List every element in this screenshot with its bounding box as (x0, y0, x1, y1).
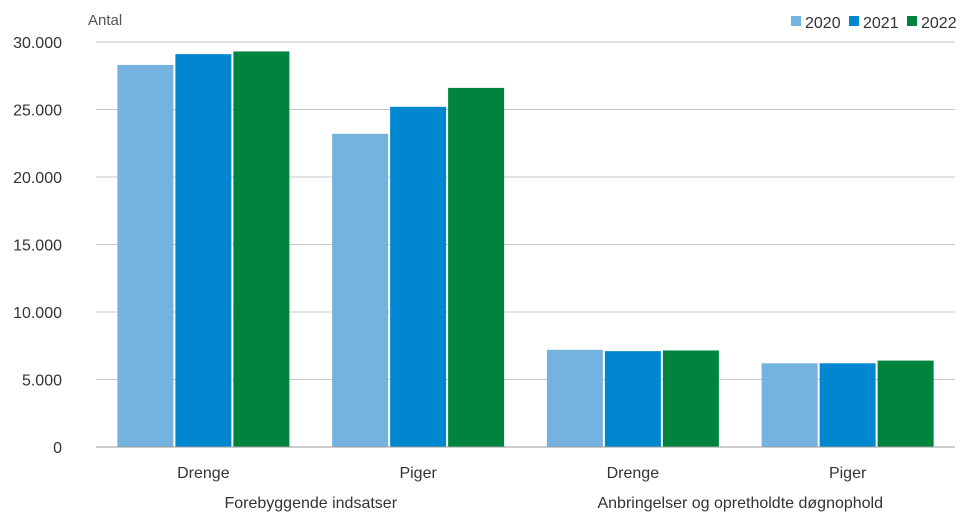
bar-2021-cat-3 (819, 363, 876, 447)
y-axis-ticks: 0 5.000 10.000 15.000 20.000 25.000 30.000 (13, 35, 62, 457)
group-label: Forebyggende indsatser (224, 495, 397, 512)
group-labels: Forebyggende indsatser Anbringelser og op… (224, 495, 883, 512)
bar-2021-cat-2 (604, 351, 661, 447)
bar-2022-cat-1 (448, 87, 505, 448)
bar-2022-cat-0 (233, 51, 290, 447)
y-tick-label: 10.000 (13, 305, 62, 322)
bar-2022-cat-3 (877, 360, 934, 447)
bar-2020-cat-0 (117, 64, 174, 447)
category-label: Piger (829, 465, 867, 482)
category-label: Drenge (177, 465, 230, 482)
legend-swatch (907, 16, 917, 26)
legend-label: 2020 (805, 15, 841, 32)
category-label: Piger (399, 465, 437, 482)
bar-2022-cat-2 (662, 350, 719, 447)
category-labels: Drenge Piger Drenge Piger (177, 465, 867, 482)
y-tick-label: 0 (53, 440, 62, 457)
legend-label: 2021 (863, 15, 899, 32)
legend-swatch (849, 16, 859, 26)
bar-2020-cat-2 (546, 349, 603, 447)
y-tick-label: 15.000 (13, 238, 62, 255)
bar-2021-cat-0 (175, 54, 232, 448)
legend-label: 2022 (921, 15, 957, 32)
category-label: Drenge (607, 465, 660, 482)
y-tick-label: 30.000 (13, 35, 62, 52)
legend: 2020 2021 2022 (791, 15, 957, 32)
bar-2020-cat-3 (761, 363, 818, 447)
y-tick-label: 25.000 (13, 103, 62, 120)
bar-2021-cat-1 (390, 106, 447, 448)
y-axis-label: Antal (88, 12, 122, 29)
group-label: Anbringelser og opretholdte døgnophold (597, 495, 883, 512)
legend-swatch (791, 16, 801, 26)
y-tick-label: 20.000 (13, 170, 62, 187)
bar-2020-cat-1 (332, 133, 389, 448)
bars (117, 51, 934, 448)
y-tick-label: 5.000 (22, 373, 62, 390)
